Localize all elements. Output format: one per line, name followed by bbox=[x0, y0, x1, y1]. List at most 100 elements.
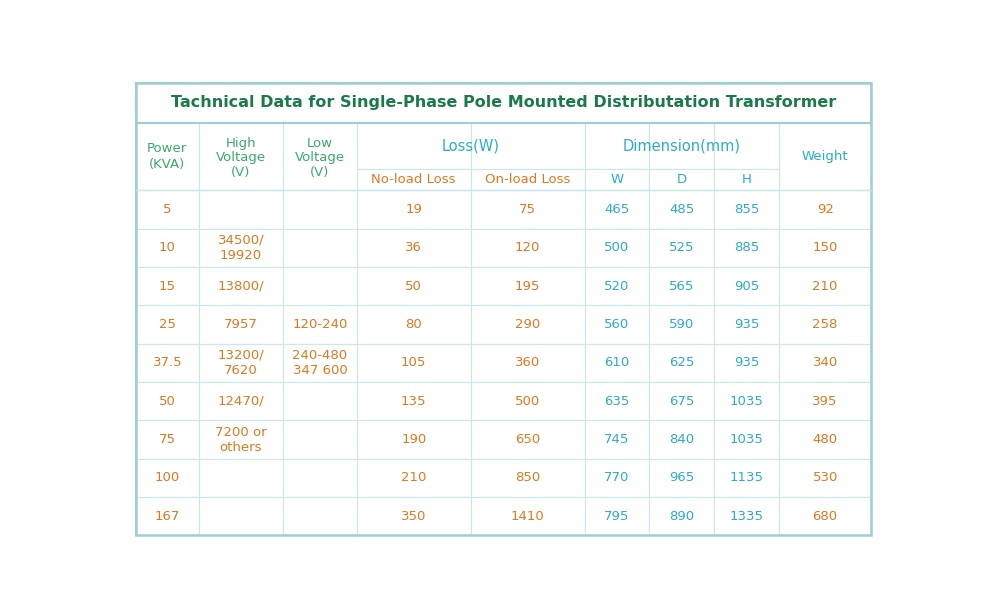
Bar bbox=[357, 344, 471, 382]
Bar bbox=[357, 169, 471, 190]
Bar bbox=[714, 169, 779, 190]
Bar bbox=[471, 497, 585, 536]
Bar bbox=[283, 497, 357, 536]
Bar bbox=[714, 382, 779, 420]
Text: 50: 50 bbox=[405, 280, 422, 293]
Text: 795: 795 bbox=[605, 510, 630, 523]
Bar bbox=[283, 344, 357, 382]
Bar bbox=[199, 190, 283, 229]
Bar bbox=[199, 382, 283, 420]
Bar bbox=[136, 497, 199, 536]
Text: 850: 850 bbox=[515, 471, 541, 485]
Text: 525: 525 bbox=[669, 242, 695, 255]
Bar bbox=[471, 190, 585, 229]
Bar bbox=[779, 459, 872, 497]
Text: 675: 675 bbox=[669, 395, 694, 408]
Bar bbox=[283, 267, 357, 305]
Text: 520: 520 bbox=[605, 280, 630, 293]
Text: 1335: 1335 bbox=[729, 510, 764, 523]
Bar bbox=[650, 382, 714, 420]
Bar bbox=[779, 229, 872, 267]
Bar bbox=[585, 459, 650, 497]
Text: 92: 92 bbox=[817, 203, 834, 216]
Bar bbox=[357, 497, 471, 536]
Bar bbox=[471, 420, 585, 459]
Text: 290: 290 bbox=[515, 318, 541, 331]
Bar bbox=[199, 344, 283, 382]
Bar bbox=[357, 305, 471, 344]
Text: 258: 258 bbox=[812, 318, 838, 331]
Text: 195: 195 bbox=[515, 280, 541, 293]
Text: (V): (V) bbox=[231, 166, 251, 179]
Text: 500: 500 bbox=[605, 242, 630, 255]
Bar bbox=[714, 190, 779, 229]
Text: Dimension(mm): Dimension(mm) bbox=[623, 138, 741, 154]
Bar bbox=[283, 459, 357, 497]
Bar bbox=[779, 123, 872, 190]
Bar bbox=[585, 344, 650, 382]
Bar bbox=[199, 123, 283, 190]
Text: 15: 15 bbox=[159, 280, 176, 293]
Bar bbox=[471, 305, 585, 344]
Bar bbox=[471, 382, 585, 420]
Bar bbox=[471, 267, 585, 305]
Bar bbox=[779, 267, 872, 305]
Bar bbox=[136, 83, 872, 123]
Bar bbox=[136, 190, 199, 229]
Text: 135: 135 bbox=[401, 395, 427, 408]
Text: 965: 965 bbox=[669, 471, 694, 485]
Text: 590: 590 bbox=[669, 318, 694, 331]
Bar bbox=[199, 497, 283, 536]
Bar bbox=[283, 305, 357, 344]
Text: 120: 120 bbox=[515, 242, 541, 255]
Bar bbox=[283, 190, 357, 229]
Text: (V): (V) bbox=[311, 166, 329, 179]
Text: 150: 150 bbox=[812, 242, 838, 255]
Bar bbox=[136, 344, 199, 382]
Bar bbox=[714, 344, 779, 382]
Text: 37.5: 37.5 bbox=[152, 356, 182, 370]
Bar bbox=[471, 229, 585, 267]
Bar bbox=[585, 190, 650, 229]
Text: 770: 770 bbox=[605, 471, 630, 485]
Bar bbox=[357, 459, 471, 497]
Bar bbox=[779, 420, 872, 459]
Text: W: W bbox=[610, 173, 623, 186]
Bar bbox=[714, 420, 779, 459]
Text: 680: 680 bbox=[813, 510, 838, 523]
Bar bbox=[650, 123, 714, 169]
Bar bbox=[650, 190, 714, 229]
Text: 210: 210 bbox=[812, 280, 838, 293]
Text: 10: 10 bbox=[159, 242, 176, 255]
Text: 36: 36 bbox=[405, 242, 422, 255]
Text: Weight: Weight bbox=[802, 150, 848, 163]
Text: (KVA): (KVA) bbox=[149, 159, 186, 171]
Text: H: H bbox=[741, 173, 751, 186]
Bar bbox=[199, 459, 283, 497]
Text: 890: 890 bbox=[669, 510, 694, 523]
Bar bbox=[585, 420, 650, 459]
Text: 840: 840 bbox=[669, 433, 694, 446]
Text: 855: 855 bbox=[733, 203, 759, 216]
Bar bbox=[714, 305, 779, 344]
Bar bbox=[585, 169, 650, 190]
Text: 1410: 1410 bbox=[511, 510, 545, 523]
Bar bbox=[714, 229, 779, 267]
Text: Low: Low bbox=[307, 136, 333, 149]
Text: 210: 210 bbox=[401, 471, 427, 485]
Text: 530: 530 bbox=[812, 471, 838, 485]
Bar bbox=[199, 229, 283, 267]
Text: 500: 500 bbox=[515, 395, 541, 408]
Bar bbox=[283, 123, 357, 190]
Text: 34500/
19920: 34500/ 19920 bbox=[217, 234, 264, 262]
Text: 13200/
7620: 13200/ 7620 bbox=[217, 349, 264, 377]
Text: Tachnical Data for Single-Phase Pole Mounted Distributation Transformer: Tachnical Data for Single-Phase Pole Mou… bbox=[171, 95, 837, 110]
Text: 350: 350 bbox=[401, 510, 427, 523]
Bar bbox=[650, 305, 714, 344]
Bar bbox=[585, 497, 650, 536]
Text: 1135: 1135 bbox=[729, 471, 764, 485]
Text: 885: 885 bbox=[734, 242, 759, 255]
Bar bbox=[714, 267, 779, 305]
Bar bbox=[357, 267, 471, 305]
Bar bbox=[136, 459, 199, 497]
